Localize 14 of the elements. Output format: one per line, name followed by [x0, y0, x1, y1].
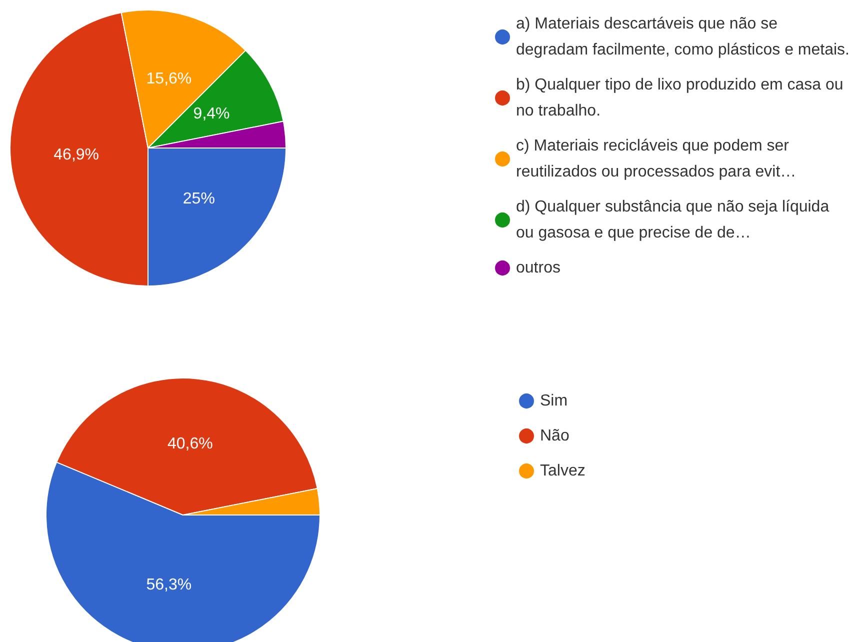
legend-label: a) Materiais descartáveis que não se degradam facilmente, como plásticos e metais. [516, 16, 849, 58]
legend-label: b) Qualquer tipo de lixo produzido em casa ou no trabalho. [516, 76, 848, 120]
legend-label: d) Qualquer substância que não seja líquida ou gasosa e que precise de de… [516, 198, 834, 242]
data-label: 15,6% [146, 70, 192, 88]
legend-label: Sim [540, 392, 568, 410]
data-label: 46,9% [54, 146, 100, 164]
data-label: 9,4% [193, 106, 230, 123]
legend-label: c) Materiais recicláveis que podem ser reutilizados ou processados para evit… [516, 138, 796, 180]
legend-label: Talvez [540, 462, 586, 480]
data-label: 56,3% [146, 576, 192, 594]
legend-label: outros [516, 260, 560, 276]
data-label: 25% [182, 190, 215, 208]
legend-label: Não [540, 428, 570, 444]
data-label: 40,6% [167, 435, 213, 452]
